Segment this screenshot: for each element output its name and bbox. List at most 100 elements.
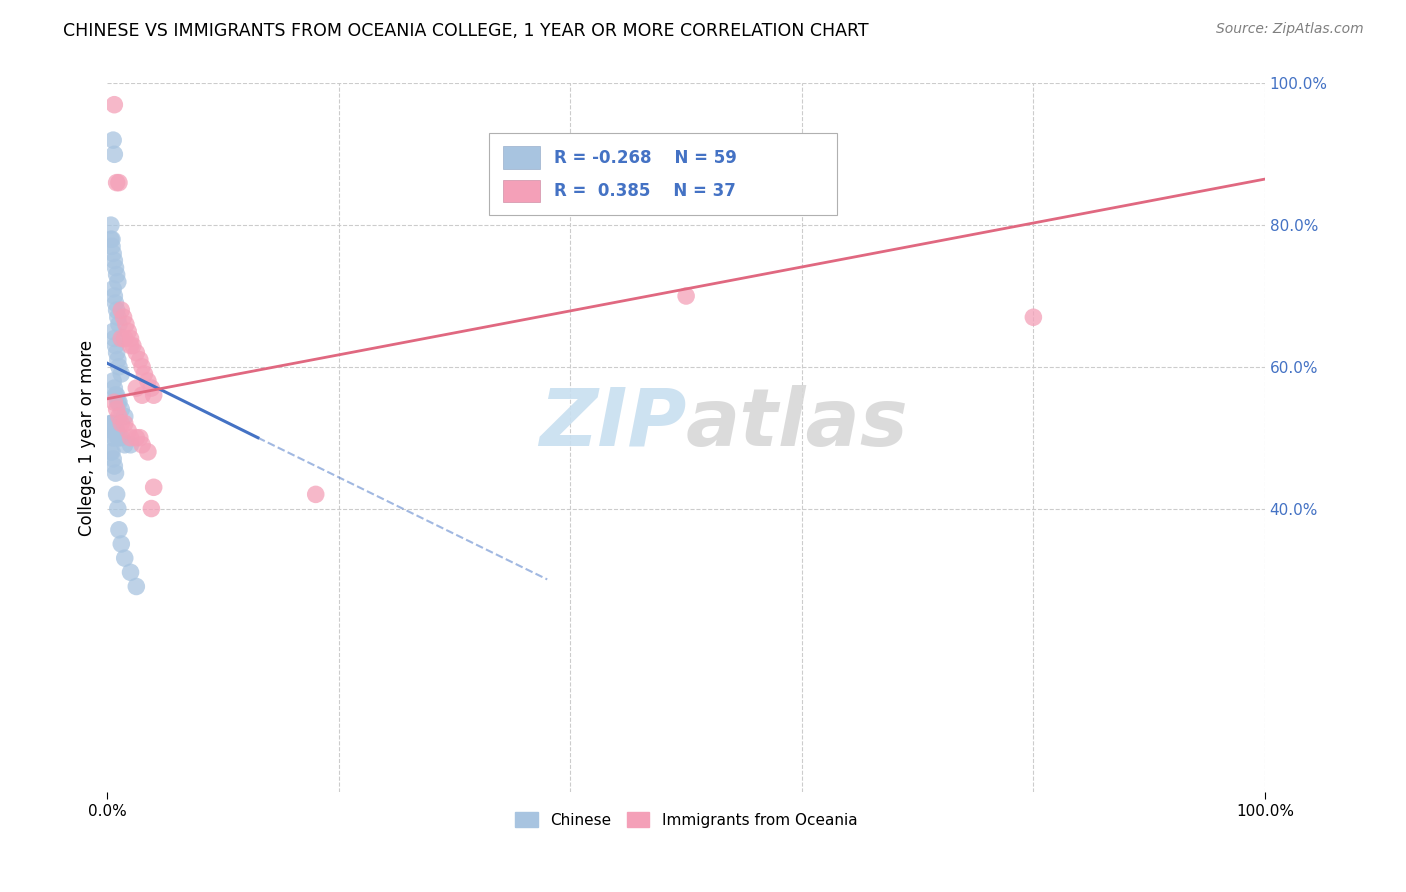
Point	[110, 431, 132, 445]
Point	[105, 176, 128, 190]
Point	[100, 218, 122, 232]
Point	[136, 374, 159, 388]
Point	[100, 417, 122, 431]
Point	[101, 282, 124, 296]
Point	[120, 438, 142, 452]
Point	[114, 417, 136, 431]
Point	[142, 388, 165, 402]
Point	[107, 275, 129, 289]
Text: ZIP: ZIP	[538, 384, 686, 463]
Point	[131, 438, 153, 452]
Point	[110, 417, 132, 431]
Point	[115, 318, 138, 332]
Point	[108, 395, 131, 409]
Point	[100, 445, 122, 459]
Point	[120, 566, 142, 580]
Point	[131, 388, 153, 402]
Text: CHINESE VS IMMIGRANTS FROM OCEANIA COLLEGE, 1 YEAR OR MORE CORRELATION CHART: CHINESE VS IMMIGRANTS FROM OCEANIA COLLE…	[63, 22, 869, 40]
Point	[101, 417, 124, 431]
Point	[107, 431, 129, 445]
Point	[101, 452, 124, 467]
Point	[105, 303, 128, 318]
Point	[110, 537, 132, 551]
Point	[114, 409, 136, 424]
Point	[105, 345, 128, 359]
Point	[104, 466, 127, 480]
Point	[101, 445, 124, 459]
Point	[104, 260, 127, 275]
Legend: Chinese, Immigrants from Oceania: Chinese, Immigrants from Oceania	[509, 805, 863, 834]
Point	[101, 374, 124, 388]
Text: R = -0.268    N = 59: R = -0.268 N = 59	[554, 149, 737, 167]
Text: R =  0.385    N = 37: R = 0.385 N = 37	[554, 182, 737, 200]
Point	[121, 338, 143, 352]
Point	[103, 331, 125, 345]
Point	[103, 381, 125, 395]
Point	[108, 431, 131, 445]
Point	[105, 487, 128, 501]
Point	[101, 325, 124, 339]
Point	[1022, 310, 1045, 325]
Point	[108, 318, 131, 332]
Point	[110, 331, 132, 345]
Point	[675, 289, 697, 303]
Point	[131, 359, 153, 374]
Point	[100, 232, 122, 246]
Point	[107, 352, 129, 367]
Point	[103, 458, 125, 473]
Point	[110, 367, 132, 381]
Y-axis label: College, 1 year or more: College, 1 year or more	[79, 340, 96, 536]
Point	[134, 367, 156, 381]
Point	[104, 296, 127, 310]
Point	[107, 310, 129, 325]
Point	[103, 147, 125, 161]
Point	[136, 445, 159, 459]
Point	[117, 424, 139, 438]
Point	[105, 268, 128, 282]
Point	[101, 232, 124, 246]
Point	[120, 431, 142, 445]
Point	[103, 424, 125, 438]
Point	[103, 395, 125, 409]
Point	[114, 438, 136, 452]
Point	[104, 338, 127, 352]
Point	[105, 388, 128, 402]
Point	[142, 480, 165, 494]
Point	[105, 402, 128, 417]
Point	[110, 303, 132, 318]
Point	[101, 239, 124, 253]
Point	[104, 424, 127, 438]
Point	[103, 253, 125, 268]
Point	[107, 395, 129, 409]
Point	[107, 501, 129, 516]
Point	[125, 345, 148, 359]
FancyBboxPatch shape	[503, 146, 540, 169]
Point	[110, 402, 132, 417]
Point	[120, 338, 142, 352]
Point	[101, 133, 124, 147]
Point	[108, 523, 131, 537]
Point	[125, 431, 148, 445]
Point	[108, 359, 131, 374]
Point	[103, 97, 125, 112]
Point	[103, 431, 125, 445]
Point	[105, 424, 128, 438]
Text: atlas: atlas	[686, 384, 908, 463]
Point	[108, 176, 131, 190]
Point	[141, 501, 163, 516]
Point	[117, 325, 139, 339]
Point	[101, 246, 124, 260]
Point	[120, 331, 142, 345]
Point	[101, 424, 124, 438]
Text: Source: ZipAtlas.com: Source: ZipAtlas.com	[1216, 22, 1364, 37]
Point	[108, 409, 131, 424]
Point	[141, 381, 163, 395]
Point	[125, 579, 148, 593]
Point	[112, 310, 135, 325]
Point	[100, 417, 122, 431]
Point	[101, 417, 124, 431]
Point	[128, 352, 150, 367]
Point	[104, 388, 127, 402]
Point	[101, 431, 124, 445]
FancyBboxPatch shape	[503, 180, 540, 202]
